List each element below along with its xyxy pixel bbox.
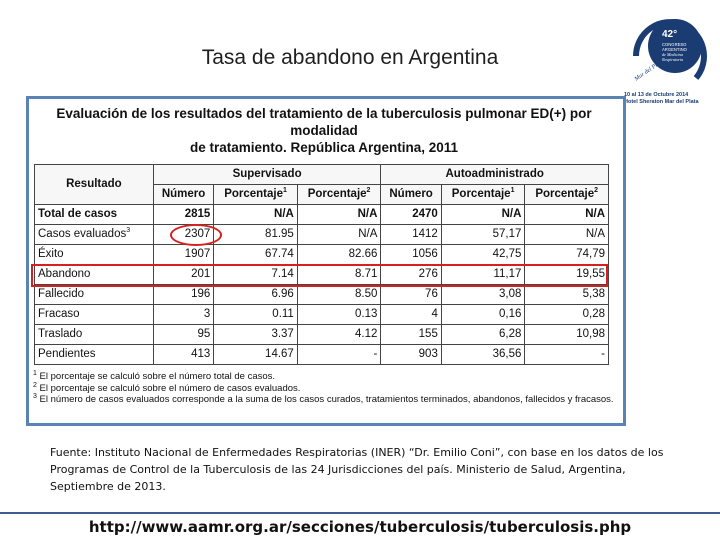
col-s-porcentaje-2: Porcentaje2 (296, 184, 382, 205)
cell: 74,79 (524, 244, 609, 265)
cell: N/A (524, 224, 609, 245)
cell: 3.37 (213, 324, 298, 345)
cell: N/A (296, 224, 382, 245)
footnote-3: 3 El número de casos evaluados correspon… (33, 392, 614, 405)
cell: N/A (213, 204, 298, 225)
highlight-abandono-row (31, 264, 608, 287)
logo-caption: 10 al 13 de Octubre 2014 Hotel Sheraton … (624, 92, 718, 106)
cell: 76 (380, 284, 442, 305)
col-a-numero: Número (380, 184, 442, 205)
row-label: Traslado (34, 324, 154, 345)
row-label: Total de casos (34, 204, 154, 225)
cell: 5,38 (524, 284, 609, 305)
slide-title: Tasa de abandono en Argentina (201, 46, 499, 69)
cell: - (524, 344, 609, 365)
cell: 10,98 (524, 324, 609, 345)
cell: 95 (152, 324, 215, 345)
table-row-fallecido: Fallecido 196 6.96 8.50 76 3,08 5,38 (34, 284, 609, 305)
cell: 0,28 (524, 304, 609, 325)
cell: 6.96 (213, 284, 298, 305)
cell: 155 (380, 324, 442, 345)
table-heading: Evaluación de los resultados del tratami… (39, 105, 609, 156)
row-label: Éxito (34, 244, 154, 265)
cell: N/A (524, 204, 609, 225)
table-figure: Evaluación de los resultados del tratami… (26, 96, 626, 426)
table-row-total: Total de casos 2815 N/A N/A 2470 N/A N/A (34, 204, 609, 225)
cell: 14.67 (213, 344, 298, 365)
logo-line-4: Respiratoria (661, 57, 683, 62)
row-label: Fracaso (34, 304, 154, 325)
footnote-1: 1 El porcentaje se calculó sobre el núme… (33, 369, 276, 382)
cell: 4 (380, 304, 442, 325)
cell: 2815 (152, 204, 215, 225)
cell: 42,75 (440, 244, 526, 265)
cell: 36,56 (440, 344, 526, 365)
group-autoadministrado: Autoadministrado (380, 164, 609, 185)
cell: 3 (152, 304, 215, 325)
cell: 81.95 (213, 224, 298, 245)
cell: 8.50 (296, 284, 382, 305)
source-url-link[interactable]: http://www.aamr.org.ar/secciones/tubercu… (88, 518, 632, 536)
logo-number: 42° (662, 29, 677, 40)
row-label: Casos evaluados3 (34, 224, 154, 245)
cell: N/A (440, 204, 526, 225)
col-s-porcentaje-1: Porcentaje1 (213, 184, 298, 205)
row-label: Fallecido (34, 284, 154, 305)
cell: N/A (296, 204, 382, 225)
cell: 3,08 (440, 284, 526, 305)
table-row-traslado: Traslado 95 3.37 4.12 155 6,28 10,98 (34, 324, 609, 345)
table-row-exito: Éxito 1907 67.74 82.66 1056 42,75 74,79 (34, 244, 609, 265)
col-a-porcentaje-1: Porcentaje1 (440, 184, 526, 205)
table-heading-line-2: de tratamiento. República Argentina, 201… (189, 140, 459, 155)
cell: 0.11 (213, 304, 298, 325)
table-row-pendientes: Pendientes 413 14.67 - 903 36,56 - (34, 344, 609, 365)
group-supervisado: Supervisado (152, 164, 382, 185)
cell: 82.66 (296, 244, 382, 265)
table-row-fracaso: Fracaso 3 0.11 0.13 4 0,16 0,28 (34, 304, 609, 325)
cell: 903 (380, 344, 442, 365)
table-row-evaluados: Casos evaluados3 2307 81.95 N/A 1412 57,… (34, 224, 609, 245)
cell: 6,28 (440, 324, 526, 345)
logo-line-3: de Medicina (662, 52, 683, 57)
table-footnotes: 1 El porcentaje se calculó sobre el núme… (33, 369, 623, 406)
col-a-porcentaje-2: Porcentaje2 (524, 184, 609, 205)
table-heading-line-1: Evaluación de los resultados del tratami… (56, 106, 592, 138)
results-table: Resultado Supervisado Autoadministrado N… (34, 164, 609, 365)
cell: 0,16 (440, 304, 526, 325)
congress-logo: 42° CONGRESO ARGENTINO de Medicina Respi… (627, 9, 711, 93)
cell: 196 (152, 284, 215, 305)
footnote-2: 2 El porcentaje se calculó sobre el núme… (33, 381, 301, 394)
url-bar: http://www.aamr.org.ar/secciones/tubercu… (0, 512, 720, 540)
col-s-numero: Número (152, 184, 215, 205)
cell: 0.13 (296, 304, 382, 325)
cell: 1412 (380, 224, 442, 245)
source-citation: Fuente: Instituto Nacional de Enfermedad… (50, 446, 664, 493)
cell: 57,17 (440, 224, 526, 245)
cell: 1907 (152, 244, 215, 265)
table-row-abandono: Abandono 201 7.14 8.71 276 11,17 19,55 (34, 264, 609, 285)
cell: 4.12 (296, 324, 382, 345)
logo-line-1: CONGRESO (662, 42, 687, 47)
cell: 413 (152, 344, 215, 365)
row-label: Pendientes (34, 344, 154, 365)
col-resultado: Resultado (34, 164, 154, 205)
cell: 67.74 (213, 244, 298, 265)
logo-caption-line-1: 10 al 13 de Octubre 2014 (624, 92, 689, 98)
logo-caption-line-2: Hotel Sheraton Mar del Plata (624, 99, 699, 105)
cell: 1056 (380, 244, 442, 265)
highlight-evaluados-oval (170, 224, 222, 246)
cell: 2470 (380, 204, 442, 225)
cell: - (296, 344, 382, 365)
logo-line-2: ARGENTINO (662, 47, 688, 52)
